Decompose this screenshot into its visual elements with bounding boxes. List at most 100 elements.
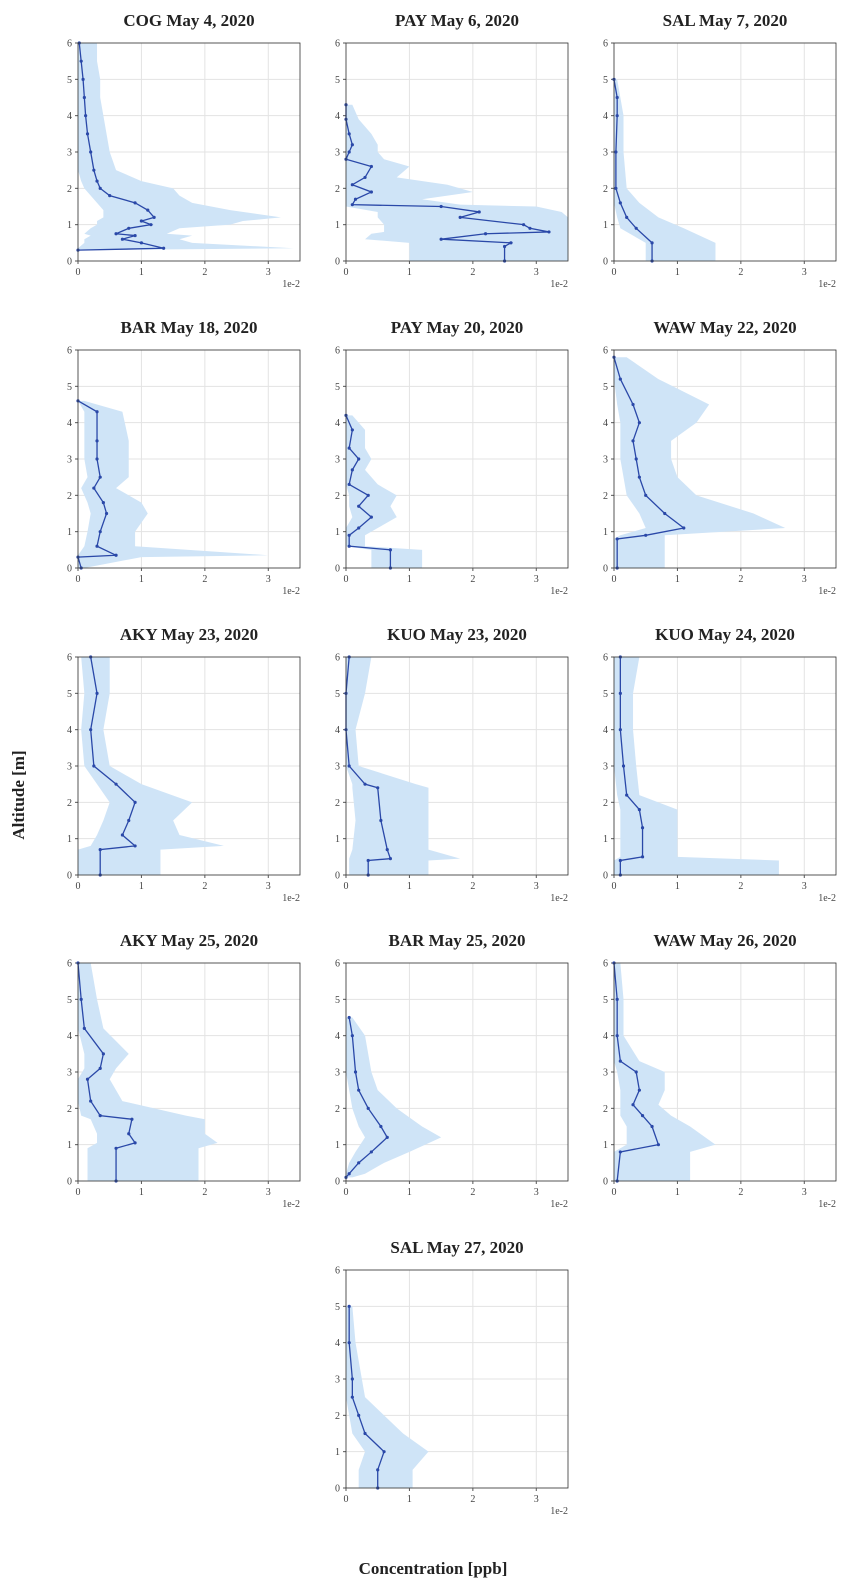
y-tick-label: 1: [335, 1447, 340, 1458]
profile-point: [127, 226, 131, 230]
profile-point: [634, 457, 638, 461]
uncertainty-band: [78, 657, 224, 875]
y-tick-label: 4: [603, 111, 608, 122]
profile-point: [637, 421, 641, 425]
profile-point: [625, 793, 629, 797]
profile-point: [388, 548, 392, 552]
x-tick-label: 1: [675, 267, 680, 278]
y-tick-label: 2: [335, 1411, 340, 1422]
y-tick-label: 3: [67, 762, 72, 773]
profile-point: [631, 402, 635, 407]
y-tick-label: 6: [335, 1266, 340, 1277]
y-tick-label: 1: [335, 834, 340, 845]
profile-point: [139, 241, 144, 245]
x-tick-label: 1: [139, 267, 144, 278]
plot-frame: [345, 349, 569, 569]
profile-point: [89, 150, 93, 154]
uncertainty-band: [614, 357, 786, 568]
profile-point: [347, 764, 351, 768]
x-tick-label: 1: [675, 1187, 680, 1198]
x-tick-label: 0: [612, 574, 617, 585]
panel-title: KUO May 24, 2020: [655, 625, 795, 644]
profile-point: [347, 533, 351, 537]
profile-point: [458, 215, 462, 219]
y-tick-label: 1: [335, 1140, 340, 1151]
x-tick-label: 0: [76, 574, 81, 585]
plot-frame: [613, 962, 837, 1182]
uncertainty-band: [614, 963, 716, 1181]
y-tick-label: 2: [335, 491, 340, 502]
x-tick-label: 3: [534, 574, 539, 585]
y-tick-label: 5: [335, 689, 340, 700]
profile-point: [114, 782, 118, 786]
profile-point: [618, 728, 622, 732]
profile-point: [439, 237, 443, 241]
y-tick-label: 5: [335, 75, 340, 86]
x-tick-label: 1: [139, 574, 144, 585]
y-tick-label: 0: [335, 1484, 340, 1495]
profile-point: [615, 537, 619, 541]
profile-point: [637, 1088, 641, 1092]
panel: AKY May 25, 2020 0 1 2 3 0 1 2 3 4 5 6 1e-2: [67, 931, 301, 1210]
panel: WAW May 26, 2020 0 1 2 3 0 1 2 3 4 5 6 1e-2: [603, 931, 837, 1210]
profile-line: [613, 962, 660, 1182]
y-tick-label: 4: [335, 418, 340, 429]
y-tick-label: 2: [603, 184, 608, 195]
y-tick-label: 0: [603, 564, 608, 575]
y-tick-label: 5: [603, 689, 608, 700]
y-tick-label: 6: [67, 346, 72, 357]
x-tick-label: 1: [675, 881, 680, 892]
profile-point: [615, 114, 619, 118]
panel: AKY May 23, 2020 0 1 2 3 0 1 2 3 4 5 6 1e-2: [67, 625, 301, 904]
profile-point: [439, 204, 443, 209]
profile-point: [509, 241, 513, 245]
y-tick-label: 0: [603, 1177, 608, 1188]
x-tick-label: 3: [534, 881, 539, 892]
profile-point: [133, 201, 137, 205]
x-tick-label: 0: [344, 1494, 349, 1505]
panel: KUO May 24, 2020 0 1 2 3 0 1 2 3 4 5 6 1e-2: [603, 625, 837, 904]
profile-point: [382, 1450, 386, 1454]
profile-point: [120, 237, 124, 241]
panel-title: WAW May 26, 2020: [653, 931, 796, 950]
x-offset-label: 1e-2: [282, 586, 300, 597]
y-tick-label: 6: [67, 653, 72, 664]
profile-point: [366, 858, 370, 863]
profile-point: [133, 800, 137, 804]
x-offset-label: 1e-2: [550, 1199, 568, 1210]
profile-point: [152, 215, 156, 219]
x-offset-label: 1e-2: [818, 586, 836, 597]
y-tick-label: 6: [603, 959, 608, 970]
y-tick-label: 3: [335, 148, 340, 159]
y-tick-label: 1: [67, 1140, 72, 1151]
y-tick-label: 3: [335, 455, 340, 466]
x-tick-label: 1: [407, 574, 412, 585]
y-tick-label: 0: [67, 257, 72, 268]
profile-point: [369, 1150, 373, 1154]
profile-point: [79, 59, 83, 63]
y-tick-label: 1: [603, 834, 608, 845]
profile-point: [618, 377, 622, 381]
y-tick-label: 0: [335, 564, 340, 575]
profile-point: [385, 847, 389, 852]
panel: WAW May 22, 2020 0 1 2 3 0 1 2 3 4 5 6 1e-2: [603, 318, 837, 597]
y-tick-label: 4: [67, 111, 72, 122]
y-tick-label: 1: [335, 527, 340, 538]
y-tick-label: 3: [67, 455, 72, 466]
x-tick-label: 1: [407, 1187, 412, 1198]
x-tick-label: 0: [344, 267, 349, 278]
profile-point: [618, 1150, 622, 1154]
x-tick-label: 3: [266, 574, 271, 585]
profile-point: [84, 114, 88, 118]
plot-frame: [613, 42, 837, 262]
x-tick-label: 0: [612, 1187, 617, 1198]
profile-point: [615, 997, 619, 1001]
profile-point: [89, 728, 93, 732]
profile-point: [353, 1070, 358, 1074]
panel: BAR May 25, 2020 0 1 2 3 0 1 2 3 4 5 6 1e-2: [335, 931, 569, 1210]
y-tick-label: 2: [67, 798, 72, 809]
x-axis-label: Concentration [ppb]: [359, 1559, 508, 1578]
profile-point: [350, 203, 354, 207]
y-tick-label: 2: [67, 184, 72, 195]
x-tick-label: 1: [139, 881, 144, 892]
